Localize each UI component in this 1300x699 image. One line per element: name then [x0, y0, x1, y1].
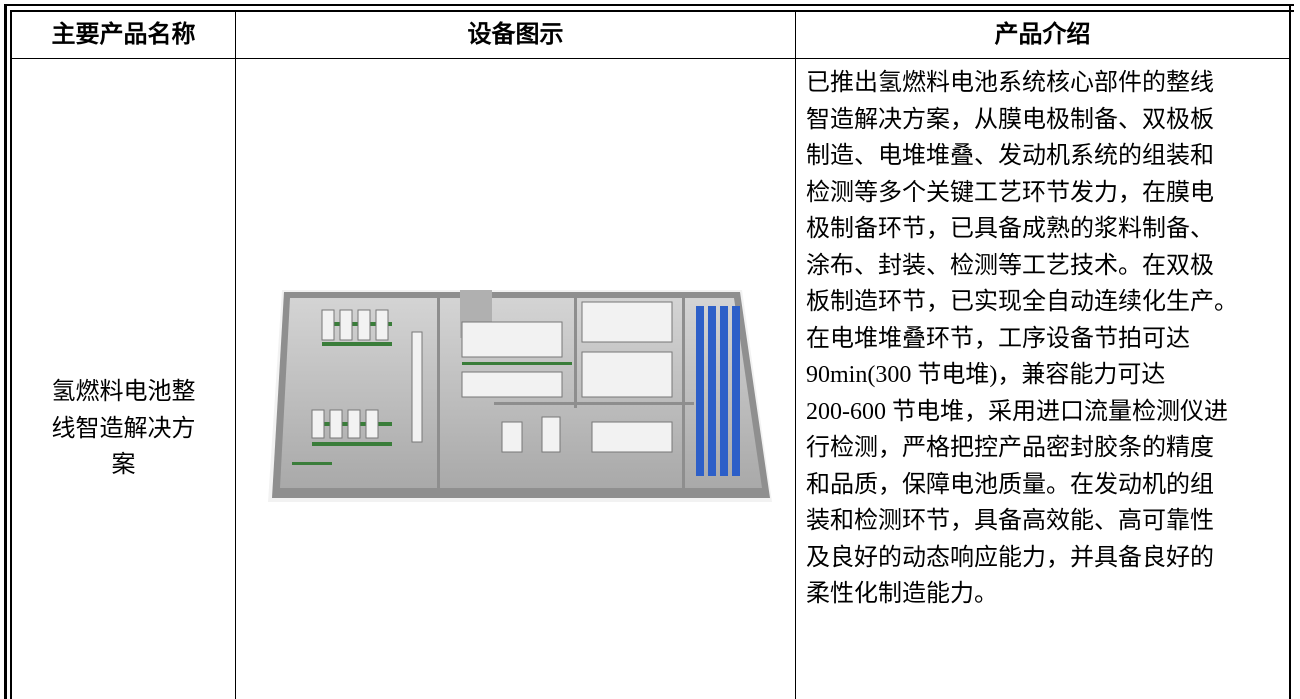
border [1289, 4, 1291, 699]
text-line: 柔性化制造能力。 [806, 581, 998, 607]
text-line: 氢燃料电池整 [51, 379, 196, 405]
text-line: 已推出氢燃料电池系统核心部件的整线 [806, 70, 1214, 96]
border [4, 4, 7, 699]
text-line: 检测等多个关键工艺环节发力，在膜电 [806, 179, 1214, 206]
border [4, 4, 1294, 6]
header-cell: 设备图示 [467, 21, 564, 48]
text-line: 在电堆堆叠环节，工序设备节拍可达 [806, 325, 1190, 352]
text-line: 和品质，保障电池质量。在发动机的组 [806, 471, 1214, 498]
text-line: 制造、电堆堆叠、发动机系统的组装和 [806, 143, 1214, 169]
text-line: 板制造环节，已实现全自动连续化生产。 [806, 289, 1238, 315]
text-line: 及良好的动态响应能力，并具备良好的 [806, 544, 1214, 571]
text-line: 90min(300 节电堆)，兼容能力可达 [806, 362, 1166, 388]
border [10, 10, 12, 699]
text-line: 线智造解决方 [51, 415, 196, 442]
column-divider [795, 12, 796, 699]
text-line: 200-600 节电堆，采用进口流量检测仪进 [806, 398, 1228, 425]
header-cell: 主要产品名称 [51, 21, 196, 48]
row-divider [12, 58, 1289, 59]
equipment-image [268, 290, 772, 502]
text-line: 极制备环节，已具备成熟的浆料制备、 [806, 216, 1214, 242]
product-name: 氢燃料电池整 线智造解决方案 [12, 374, 235, 484]
text-line: 案 [111, 452, 136, 478]
text-line: 智造解决方案，从膜电极制备、双极板 [806, 106, 1214, 133]
text-line: 涂布、封装、检测等工艺技术。在双极 [806, 252, 1214, 279]
border [10, 10, 1294, 12]
column-divider [235, 12, 236, 699]
header-cell: 产品介绍 [994, 21, 1091, 48]
product-intro: 已推出氢燃料电池系统核心部件的整线 智造解决方案，从膜电极制备、双极板 制造、电堆堆… [806, 65, 1286, 613]
text-line: 装和检测环节，具备高效能、高可靠性 [806, 508, 1214, 534]
text-line: 行检测，严格把控产品密封胶条的精度 [806, 435, 1214, 461]
